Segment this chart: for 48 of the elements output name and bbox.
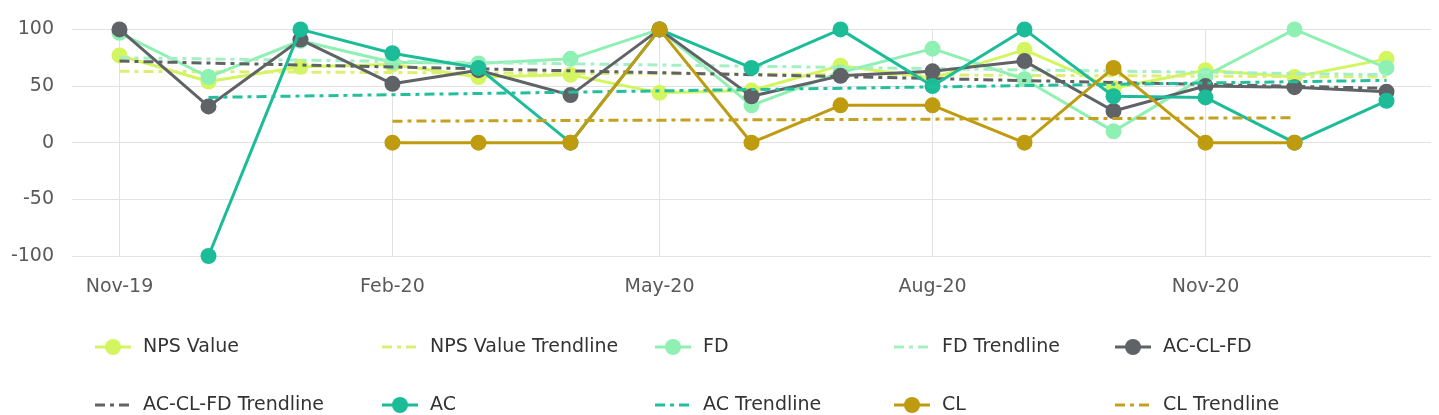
point xyxy=(200,98,217,115)
legend-label: CL xyxy=(942,391,967,414)
legend-label: FD xyxy=(703,333,729,356)
point xyxy=(1105,123,1122,140)
legend-label: NPS Value Trendline xyxy=(430,333,619,356)
x-tick-label: Nov-19 xyxy=(85,274,154,297)
point xyxy=(832,97,849,114)
point xyxy=(200,248,217,264)
x-tick-label: Nov-20 xyxy=(1171,274,1240,297)
y-tick-label: -50 xyxy=(22,186,54,209)
point xyxy=(384,75,401,92)
legend-label: AC Trendline xyxy=(703,391,822,414)
point xyxy=(1016,21,1033,38)
legend-label: AC-CL-FD xyxy=(1163,333,1252,356)
point xyxy=(200,68,217,85)
point xyxy=(384,134,401,151)
point xyxy=(743,88,760,105)
x-tick-label: Aug-20 xyxy=(898,274,967,297)
legend-label: FD Trendline xyxy=(942,333,1060,356)
y-tick-label: -100 xyxy=(10,242,54,265)
y-tick-label: 0 xyxy=(41,129,54,152)
point xyxy=(832,21,849,38)
legend-label: AC xyxy=(430,391,456,414)
point xyxy=(292,21,309,38)
point xyxy=(924,63,941,80)
legend-label: AC-CL-FD Trendline xyxy=(143,391,325,414)
point xyxy=(1286,21,1303,38)
legend-label: NPS Value xyxy=(143,333,239,356)
point xyxy=(924,40,941,57)
point xyxy=(1378,59,1395,76)
x-tick-label: May-20 xyxy=(624,274,695,297)
legend-label: CL Trendline xyxy=(1163,391,1280,414)
point xyxy=(743,59,760,76)
point xyxy=(1105,88,1122,105)
point xyxy=(1105,59,1122,76)
x-tick-label: Feb-20 xyxy=(360,274,425,297)
point xyxy=(384,45,401,62)
point xyxy=(1105,102,1122,119)
y-tick-label: 50 xyxy=(29,72,54,95)
point xyxy=(470,134,487,151)
point xyxy=(1016,53,1033,70)
y-tick-label: 100 xyxy=(17,16,54,39)
point xyxy=(1197,134,1214,151)
point xyxy=(1197,89,1214,106)
point xyxy=(924,97,941,114)
point xyxy=(1378,92,1395,109)
point xyxy=(743,134,760,151)
point xyxy=(1016,134,1033,151)
